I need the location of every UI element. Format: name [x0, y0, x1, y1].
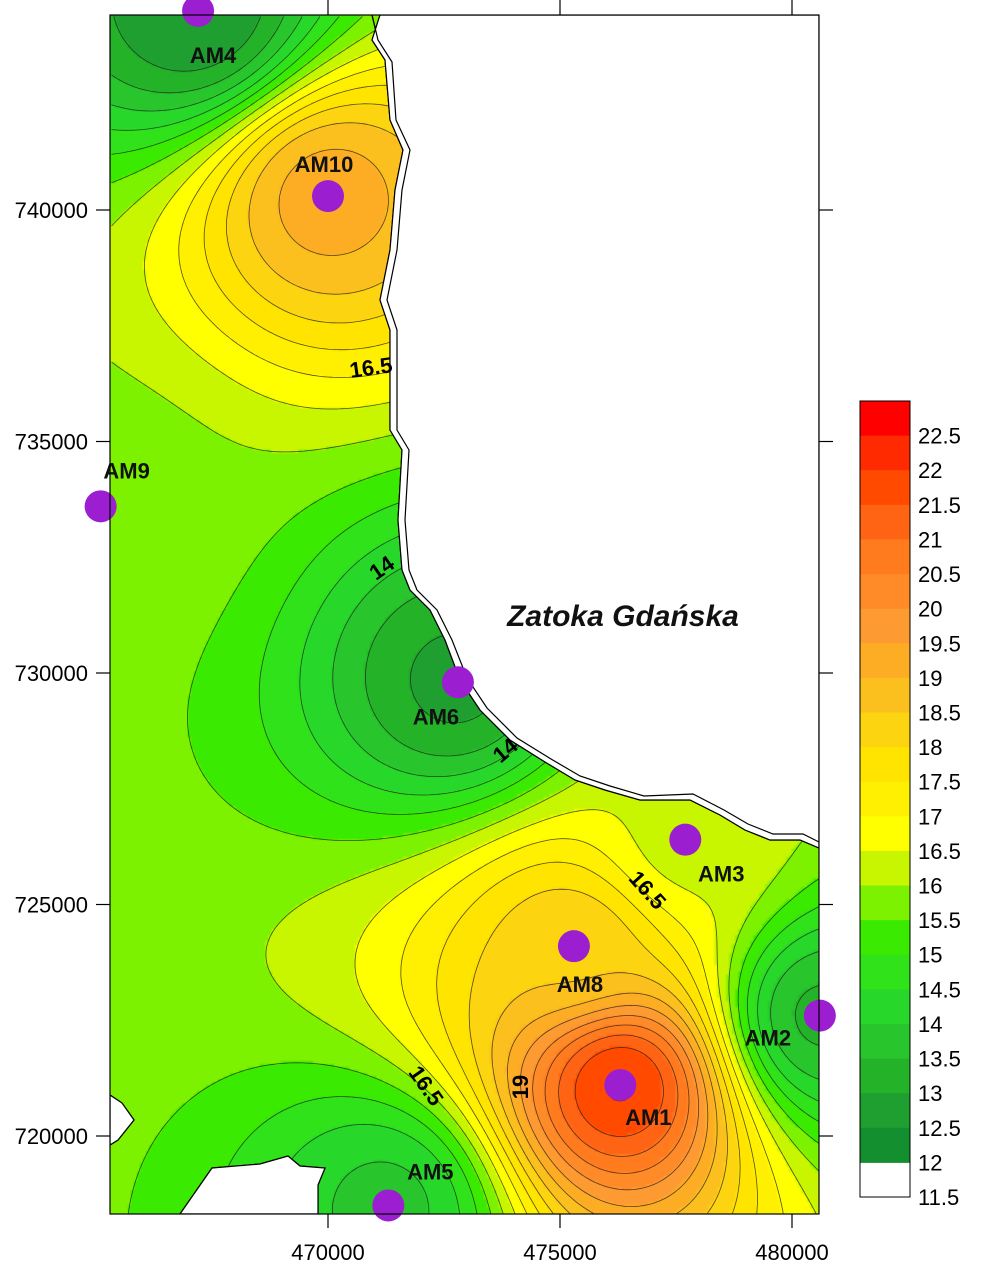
station-marker[interactable]	[84, 490, 117, 523]
legend-swatch	[860, 1023, 910, 1060]
legend-level-label: 12	[918, 1150, 942, 1175]
legend-frame	[859, 400, 911, 1198]
station-am6[interactable]: AM6	[413, 666, 474, 729]
legend-level-label: 17.5	[918, 770, 961, 795]
legend-level-label: 17	[918, 804, 942, 829]
station-label: AM3	[698, 862, 744, 887]
legend-level-label: 18.5	[918, 700, 961, 725]
legend-swatch	[860, 885, 910, 921]
bottom-gap-overlay	[179, 1155, 326, 1214]
legend-level-label: 22	[918, 458, 942, 483]
coastline-overlay	[371, 15, 819, 843]
legend-level-label: 12.5	[918, 1116, 961, 1141]
station-label: AM4	[190, 43, 237, 68]
legend-swatch	[860, 677, 910, 713]
legend-level-label: 13	[918, 1081, 942, 1106]
legend-level-label: 21.5	[918, 493, 961, 518]
contour-label: 16.5	[348, 352, 394, 383]
y-tick-label: 735000	[15, 430, 88, 455]
bottom-left-gap-overlay	[110, 1094, 135, 1146]
legend-swatch	[860, 608, 910, 644]
station-marker[interactable]	[803, 999, 836, 1032]
y-tick-label: 720000	[15, 1124, 88, 1149]
legend-level-label: 21	[918, 527, 942, 552]
station-label: AM9	[103, 458, 149, 483]
station-marker[interactable]	[604, 1069, 637, 1102]
station-label: AM6	[413, 704, 459, 729]
legend-swatch-top	[860, 401, 910, 436]
y-tick-label: 730000	[15, 661, 88, 686]
station-marker[interactable]	[557, 930, 590, 963]
legend-swatch	[860, 539, 910, 575]
legend-swatch	[860, 643, 910, 679]
sea-overlay	[110, 15, 819, 1214]
legend-swatch	[860, 1058, 910, 1094]
legend-level-label: 15	[918, 943, 942, 968]
legend-level-label: 11.5	[918, 1185, 959, 1210]
legend-level-label: 22.5	[918, 424, 961, 449]
x-tick-label: 470000	[291, 1240, 364, 1265]
legend-swatch	[860, 920, 910, 956]
station-marker[interactable]	[669, 823, 702, 856]
legend-level-label: 19	[918, 666, 942, 691]
y-tick-label: 725000	[15, 893, 88, 918]
station-am3[interactable]: AM3	[669, 823, 745, 887]
sea-label: Zatoka Gdańska	[506, 600, 739, 633]
legend-level-label: 14.5	[918, 977, 961, 1002]
legend-level-label: 18	[918, 735, 942, 760]
contour-label: 19	[508, 1075, 533, 1099]
legend-swatch	[860, 781, 910, 817]
station-am1[interactable]: AM1	[604, 1069, 672, 1130]
station-marker[interactable]	[441, 666, 474, 699]
legend-swatch	[860, 1093, 910, 1129]
legend-swatch	[860, 989, 910, 1025]
station-label: AM1	[625, 1105, 671, 1130]
legend-swatch	[860, 470, 910, 506]
color-scale-legend: 22.5 22 21.5 21 20.5 20 19.5 19 18.5 18 17.5 17 16.5…	[859, 400, 961, 1210]
coordinate-axes: 470000 475000 480000 740000 735000 730000 7250…	[15, 0, 833, 1265]
station-label: AM8	[557, 972, 603, 997]
x-tick-label: 480000	[755, 1240, 828, 1265]
legend-level-label: 13.5	[918, 1047, 961, 1072]
legend-level-label: 15.5	[918, 908, 961, 933]
station-label: AM2	[745, 1026, 791, 1051]
legend-level-label: 20.5	[918, 562, 961, 587]
legend-swatch	[860, 1127, 910, 1163]
legend-level-label: 19.5	[918, 631, 961, 656]
station-label: AM10	[295, 152, 354, 177]
legend-swatch	[860, 816, 910, 852]
legend-level-label: 16.5	[918, 839, 961, 864]
legend-swatch	[860, 954, 910, 990]
station-am4[interactable]: AM4	[182, 0, 237, 68]
station-marker[interactable]	[372, 1189, 405, 1222]
station-am10[interactable]: AM10	[295, 152, 354, 213]
legend-swatch	[860, 435, 910, 471]
station-am2[interactable]: AM2	[745, 999, 836, 1051]
legend-swatch	[860, 574, 910, 610]
station-marker[interactable]	[312, 180, 344, 213]
legend-swatch	[860, 747, 910, 783]
sea-area-overlay	[371, 15, 819, 849]
legend-level-label: 16	[918, 874, 942, 899]
station-am8[interactable]: AM8	[557, 930, 603, 997]
map-frame	[109, 14, 820, 1215]
y-tick-label: 740000	[15, 198, 88, 223]
legend-swatch	[860, 504, 910, 540]
legend-level-label: 14	[918, 1012, 942, 1037]
station-label: AM5	[407, 1159, 453, 1184]
station-marker[interactable]	[182, 0, 215, 27]
legend-swatch	[860, 712, 910, 748]
station-am9[interactable]: AM9	[84, 458, 150, 523]
legend-level-label: 20	[918, 597, 942, 622]
x-tick-label: 475000	[523, 1240, 596, 1265]
legend-swatch	[860, 850, 910, 887]
